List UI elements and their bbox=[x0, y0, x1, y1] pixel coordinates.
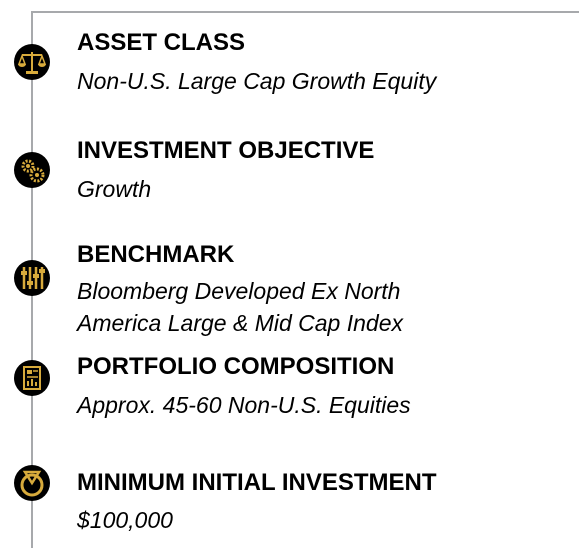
item-value: Approx. 45-60 Non-U.S. Equities bbox=[77, 392, 411, 418]
item-label: INVESTMENT OBJECTIVE bbox=[77, 137, 375, 164]
item-value: Non-U.S. Large Cap Growth Equity bbox=[77, 68, 437, 94]
item-icon bbox=[13, 359, 51, 397]
item-value: Bloomberg Developed Ex North bbox=[77, 278, 401, 304]
item-label: PORTFOLIO COMPOSITION bbox=[77, 353, 395, 380]
item-label: ASSET CLASS bbox=[77, 29, 246, 56]
item-icon bbox=[13, 43, 51, 81]
item-label: BENCHMARK bbox=[77, 241, 235, 268]
item-icon bbox=[13, 464, 51, 502]
icon-graphic bbox=[14, 360, 50, 396]
item-value: $100,000 bbox=[77, 507, 173, 533]
icon-graphic bbox=[14, 465, 50, 501]
icon-graphic bbox=[14, 152, 50, 188]
item-value: Growth bbox=[77, 176, 152, 202]
icon-graphic bbox=[14, 260, 50, 296]
item-label: MINIMUM INITIAL INVESTMENT bbox=[77, 469, 437, 496]
item-icon bbox=[13, 259, 51, 297]
icon-graphic bbox=[14, 44, 50, 80]
item-icon bbox=[13, 151, 51, 189]
item-value: America Large & Mid Cap Index bbox=[77, 310, 403, 336]
top-rule bbox=[31, 11, 579, 13]
